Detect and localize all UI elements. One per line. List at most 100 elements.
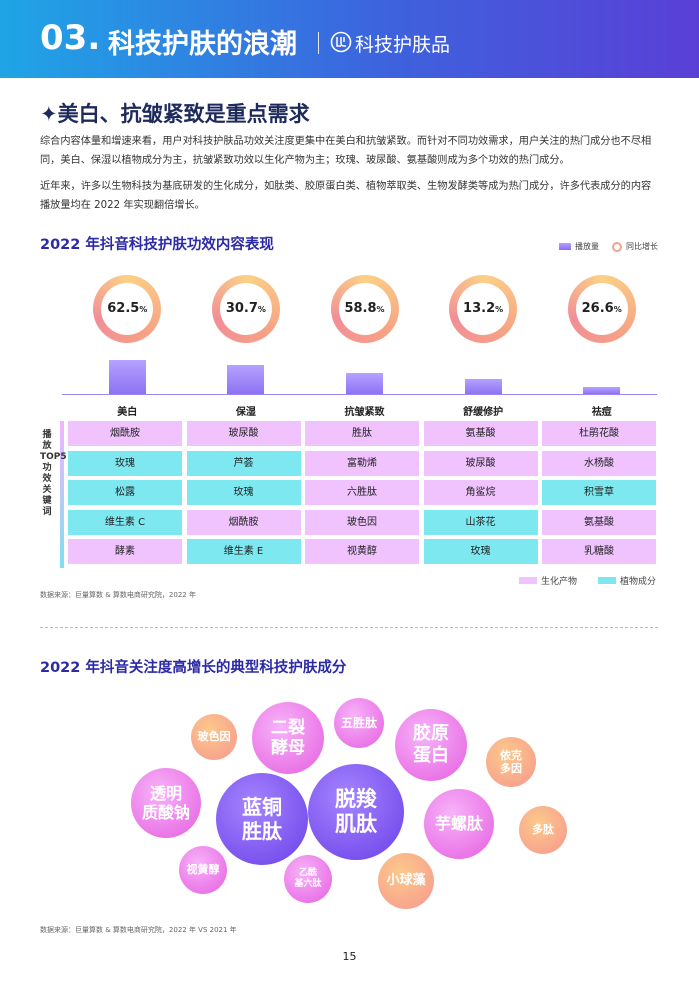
header-divider xyxy=(318,32,319,54)
bubble-label: 芋螺肽 xyxy=(434,814,483,834)
bubble-label: 小球藻 xyxy=(386,873,426,889)
keyword-cell: 玻尿酸 xyxy=(186,421,301,446)
chart2-source: 数据来源：巨量算数 & 算数电商研究院，2022 年 VS 2021 年 xyxy=(40,926,237,934)
growth-ring-label: 30.7% xyxy=(225,301,266,316)
legend-plant: 植物成分 xyxy=(598,574,656,587)
growth-ring-label: 58.8% xyxy=(344,301,385,316)
bubble-label: 多肽 xyxy=(532,823,554,837)
keyword-cell: 积雪草 xyxy=(542,480,656,505)
legend-bio-label: 生化产物 xyxy=(541,577,578,587)
play-count-bar-3 xyxy=(464,379,502,394)
category-label-0: 美白 xyxy=(117,407,138,418)
legend-plant-label: 植物成分 xyxy=(620,577,657,587)
keyword-cell: 玻尿酸 xyxy=(423,450,538,476)
keyword-cell: 水杨酸 xyxy=(542,450,656,476)
bubble-label: 乙酰 基六肽 xyxy=(294,868,322,889)
bubble-label: 五胜肽 xyxy=(340,715,377,730)
keyword-cell: 氨基酸 xyxy=(542,509,656,535)
bubble-label: 透明 质酸钠 xyxy=(141,783,190,822)
play-count-bar-2 xyxy=(346,373,383,394)
keyword-side-bar xyxy=(60,421,64,568)
chapter-subtitle: 科技护肤品 xyxy=(355,34,451,56)
keyword-cell: 维生素 C xyxy=(68,509,182,535)
legend-bar-swatch xyxy=(559,243,571,250)
keyword-cell: 乳糖酸 xyxy=(542,539,656,564)
keyword-cell: 玻色因 xyxy=(305,509,419,535)
bubble-tuoyang: 脱羧 肌肽 xyxy=(308,764,404,860)
keyword-cell: 玫瑰 xyxy=(423,539,538,564)
section-title: ✦美白、抗皱紧致是重点需求 xyxy=(40,102,310,126)
growth-ring-label: 26.6% xyxy=(581,301,622,316)
chart2-title: 2022 年抖音关注度高增长的典型科技护肤成分 xyxy=(40,660,347,676)
chapter-number: 03. xyxy=(40,18,101,58)
keyword-cell: 酵素 xyxy=(68,539,182,564)
category-label-3: 舒缓修护 xyxy=(463,407,504,418)
keyword-cell: 山茶花 xyxy=(423,509,538,535)
legend-plant-swatch xyxy=(598,577,616,584)
keyword-cell: 维生素 E xyxy=(186,539,301,564)
legend-yoy-growth: 同比增长 xyxy=(612,241,658,252)
bubble-duotai: 多肽 xyxy=(519,806,567,854)
keyword-cell: 玫瑰 xyxy=(68,450,182,476)
growth-ring-label: 62.5% xyxy=(107,301,148,316)
bubble-yuluo: 芋螺肽 xyxy=(424,789,494,859)
legend-bar-label: 播放量 xyxy=(575,242,599,251)
category-label-1: 保湿 xyxy=(235,407,256,418)
growth-ring-4: 26.6% xyxy=(567,275,636,343)
keyword-cell: 视黄醇 xyxy=(305,539,419,564)
chart1-title: 2022 年抖音科技护肤功效内容表现 xyxy=(40,237,274,253)
bubble-yixian: 乙酰 基六肽 xyxy=(284,855,332,903)
bubble-label: 玻色因 xyxy=(197,730,231,744)
legend-ring-label: 同比增长 xyxy=(626,242,658,251)
page-header: 03. 科技护肤的浪潮 科技护肤品 xyxy=(0,0,699,78)
keyword-cell: 芦荟 xyxy=(186,450,301,476)
keyword-cell: 六胜肽 xyxy=(305,480,419,505)
growth-ring-3: 13.2% xyxy=(449,275,518,343)
legend-ring-swatch xyxy=(612,241,622,252)
chapter-title: 科技护肤的浪潮 xyxy=(108,29,297,60)
page-number: 15 xyxy=(342,950,357,963)
legend-bio: 生化产物 xyxy=(519,574,577,587)
chart1-source: 数据来源：巨量算数 & 算数电商研究院，2022 年 xyxy=(40,591,196,599)
section-divider xyxy=(40,627,658,628)
keyword-cell: 氨基酸 xyxy=(423,421,538,446)
chart1-baseline xyxy=(62,394,657,395)
growth-ring-2: 58.8% xyxy=(330,275,399,343)
bubble-jiaoyuan: 胶原 蛋白 xyxy=(395,709,467,781)
keyword-cell: 烟酰胺 xyxy=(68,421,182,446)
play-count-bar-4 xyxy=(583,387,621,394)
bubble-boseyin: 玻色因 xyxy=(191,714,237,760)
bubble-xiaoqiu: 小球藻 xyxy=(378,853,434,909)
bubble-label: 二裂 酵母 xyxy=(271,717,305,758)
growth-ring-label: 13.2% xyxy=(463,301,504,316)
bubble-label: 脱羧 肌肽 xyxy=(335,786,377,836)
bubble-shihuangchun: 视黄醇 xyxy=(179,846,227,894)
category-label-2: 抗皱紧致 xyxy=(344,407,385,418)
bubble-lantong: 蓝铜 胜肽 xyxy=(216,773,308,865)
keyword-cell: 烟酰胺 xyxy=(186,509,301,535)
intro-paragraph-2: 近年来，许多以生物科技为基底研发的生化成分，如肽类、胶原蛋白类、植物萃取类、生物… xyxy=(40,181,652,211)
bubble-label: 依克 多因 xyxy=(500,748,522,775)
keyword-cell: 玫瑰 xyxy=(186,480,301,505)
bubble-label: 蓝铜 胜肽 xyxy=(242,795,282,843)
bubble-touming: 透明 质酸钠 xyxy=(131,768,201,838)
category-label-4: 祛痘 xyxy=(591,407,612,418)
keyword-cell: 杜鹃花酸 xyxy=(542,421,656,446)
legend-play-count: 播放量 xyxy=(559,241,599,252)
bubble-wushengtai: 五胜肽 xyxy=(334,698,384,748)
legend-bio-swatch xyxy=(519,577,537,584)
bubble-yikeduoyin: 依克 多因 xyxy=(486,737,536,787)
keyword-cell: 角鲨烷 xyxy=(423,480,538,505)
brand-logo-icon xyxy=(330,31,352,53)
growth-ring-0: 62.5% xyxy=(93,275,162,343)
growth-ring-1: 30.7% xyxy=(211,275,280,343)
keyword-cell: 松露 xyxy=(68,480,182,505)
keyword-cell: 富勒烯 xyxy=(305,450,419,476)
keyword-side-label: 播放TOP5功效关键词 xyxy=(40,430,67,517)
bubble-label: 胶原 蛋白 xyxy=(413,723,449,766)
play-count-bar-1 xyxy=(227,365,265,394)
bubble-label: 视黄醇 xyxy=(186,863,220,877)
intro-paragraph-1: 综合内容体量和增速来看，用户对科技护肤品功效关注度更集中在美白和抗皱紧致。而针对… xyxy=(40,136,652,166)
keyword-cell: 胜肽 xyxy=(305,421,419,446)
bubble-erlie: 二裂 酵母 xyxy=(252,702,324,774)
